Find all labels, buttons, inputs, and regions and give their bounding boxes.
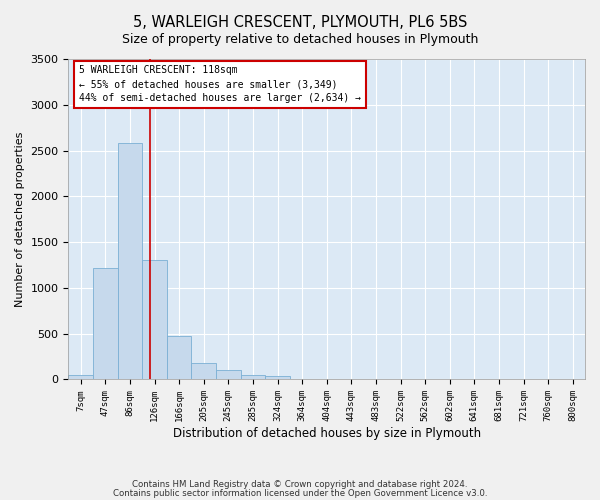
- Bar: [216, 370, 241, 380]
- Text: 5 WARLEIGH CRESCENT: 118sqm
← 55% of detached houses are smaller (3,349)
44% of : 5 WARLEIGH CRESCENT: 118sqm ← 55% of det…: [79, 66, 361, 104]
- Bar: [68, 375, 93, 380]
- Bar: [265, 376, 290, 380]
- Text: Contains public sector information licensed under the Open Government Licence v3: Contains public sector information licen…: [113, 490, 487, 498]
- Y-axis label: Number of detached properties: Number of detached properties: [15, 132, 25, 307]
- Text: Contains HM Land Registry data © Crown copyright and database right 2024.: Contains HM Land Registry data © Crown c…: [132, 480, 468, 489]
- Text: 5, WARLEIGH CRESCENT, PLYMOUTH, PL6 5BS: 5, WARLEIGH CRESCENT, PLYMOUTH, PL6 5BS: [133, 15, 467, 30]
- Bar: [191, 362, 216, 380]
- Bar: [142, 260, 167, 380]
- Bar: [93, 268, 118, 380]
- Text: Size of property relative to detached houses in Plymouth: Size of property relative to detached ho…: [122, 32, 478, 46]
- Bar: [167, 336, 191, 380]
- Bar: [118, 143, 142, 380]
- Bar: [241, 375, 265, 380]
- X-axis label: Distribution of detached houses by size in Plymouth: Distribution of detached houses by size …: [173, 427, 481, 440]
